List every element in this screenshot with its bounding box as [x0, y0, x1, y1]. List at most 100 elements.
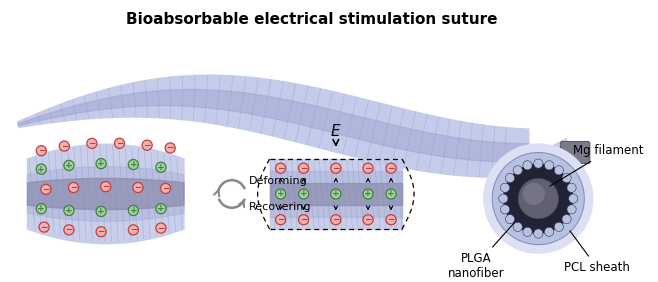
Circle shape [96, 206, 106, 217]
Polygon shape [18, 75, 530, 177]
Circle shape [567, 183, 576, 192]
Circle shape [386, 189, 396, 199]
Text: PLGA
nanofiber: PLGA nanofiber [447, 223, 514, 280]
Text: −: − [332, 164, 340, 173]
Text: −: − [134, 183, 141, 192]
Text: +: + [365, 190, 372, 199]
Circle shape [64, 206, 74, 216]
Text: −: − [102, 182, 109, 191]
Text: −: − [300, 164, 307, 173]
Text: −: − [300, 215, 307, 224]
Circle shape [545, 161, 554, 170]
Circle shape [114, 138, 124, 148]
Circle shape [562, 215, 571, 224]
Text: −: − [70, 183, 77, 192]
Circle shape [96, 227, 106, 237]
Text: −: − [332, 215, 340, 224]
Circle shape [499, 194, 508, 203]
Circle shape [276, 215, 286, 225]
Polygon shape [270, 159, 402, 229]
Circle shape [534, 229, 543, 238]
Circle shape [534, 159, 543, 168]
Text: −: − [97, 227, 105, 236]
Circle shape [386, 215, 396, 225]
Text: −: − [130, 225, 137, 234]
Circle shape [36, 204, 46, 214]
Circle shape [41, 184, 51, 194]
Circle shape [567, 205, 576, 214]
Circle shape [363, 163, 373, 173]
Circle shape [569, 194, 578, 203]
Circle shape [503, 164, 573, 233]
Circle shape [562, 173, 571, 183]
Circle shape [331, 163, 341, 173]
Circle shape [501, 183, 510, 192]
Text: +: + [300, 190, 307, 199]
Polygon shape [28, 144, 184, 244]
Polygon shape [270, 171, 402, 217]
Text: −: − [143, 141, 151, 150]
Circle shape [505, 215, 515, 224]
Text: Deforming: Deforming [248, 176, 307, 186]
Circle shape [554, 222, 563, 232]
Circle shape [133, 182, 143, 193]
Text: −: − [116, 139, 123, 148]
Circle shape [68, 182, 78, 193]
Circle shape [363, 215, 373, 225]
Text: Bioabsorbable electrical stimulation suture: Bioabsorbable electrical stimulation sut… [126, 12, 497, 27]
Text: −: − [65, 225, 72, 234]
Circle shape [165, 143, 175, 153]
Polygon shape [18, 89, 529, 162]
Polygon shape [28, 178, 184, 210]
Text: −: − [277, 164, 284, 173]
Text: +: + [388, 190, 395, 199]
Circle shape [513, 222, 522, 232]
Circle shape [87, 138, 97, 148]
Circle shape [522, 183, 545, 205]
Text: $E$: $E$ [330, 123, 342, 139]
Text: +: + [157, 163, 164, 172]
Circle shape [64, 160, 74, 171]
Circle shape [386, 163, 396, 173]
Circle shape [142, 140, 152, 150]
Text: −: − [61, 142, 68, 151]
Circle shape [299, 163, 309, 173]
Circle shape [331, 189, 341, 199]
FancyBboxPatch shape [561, 142, 590, 164]
Circle shape [64, 225, 74, 235]
Text: −: − [38, 146, 45, 155]
Circle shape [518, 178, 559, 219]
Text: −: − [42, 185, 49, 194]
Circle shape [331, 215, 341, 225]
Text: +: + [130, 160, 137, 169]
Circle shape [36, 164, 46, 174]
Text: +: + [157, 204, 164, 213]
Circle shape [545, 227, 554, 236]
Text: −: − [157, 224, 164, 233]
Text: −: − [388, 164, 395, 173]
Text: Mg filament: Mg filament [550, 144, 644, 186]
Circle shape [128, 206, 138, 216]
Circle shape [59, 141, 69, 151]
Text: PCL sheath: PCL sheath [564, 231, 630, 274]
Circle shape [101, 182, 111, 192]
Circle shape [276, 163, 286, 173]
Text: −: − [365, 215, 372, 224]
Circle shape [161, 183, 170, 193]
Circle shape [299, 215, 309, 225]
Circle shape [492, 153, 584, 244]
Circle shape [523, 227, 532, 236]
Circle shape [39, 222, 49, 232]
Text: +: + [38, 165, 45, 174]
Circle shape [276, 189, 286, 199]
Text: +: + [65, 161, 73, 170]
Circle shape [96, 158, 106, 169]
Polygon shape [28, 167, 184, 221]
Circle shape [483, 143, 594, 254]
Text: Recovering: Recovering [248, 202, 311, 212]
Circle shape [156, 223, 166, 233]
Text: −: − [162, 184, 169, 193]
Circle shape [513, 166, 522, 175]
Circle shape [156, 204, 166, 214]
Text: +: + [38, 204, 45, 213]
